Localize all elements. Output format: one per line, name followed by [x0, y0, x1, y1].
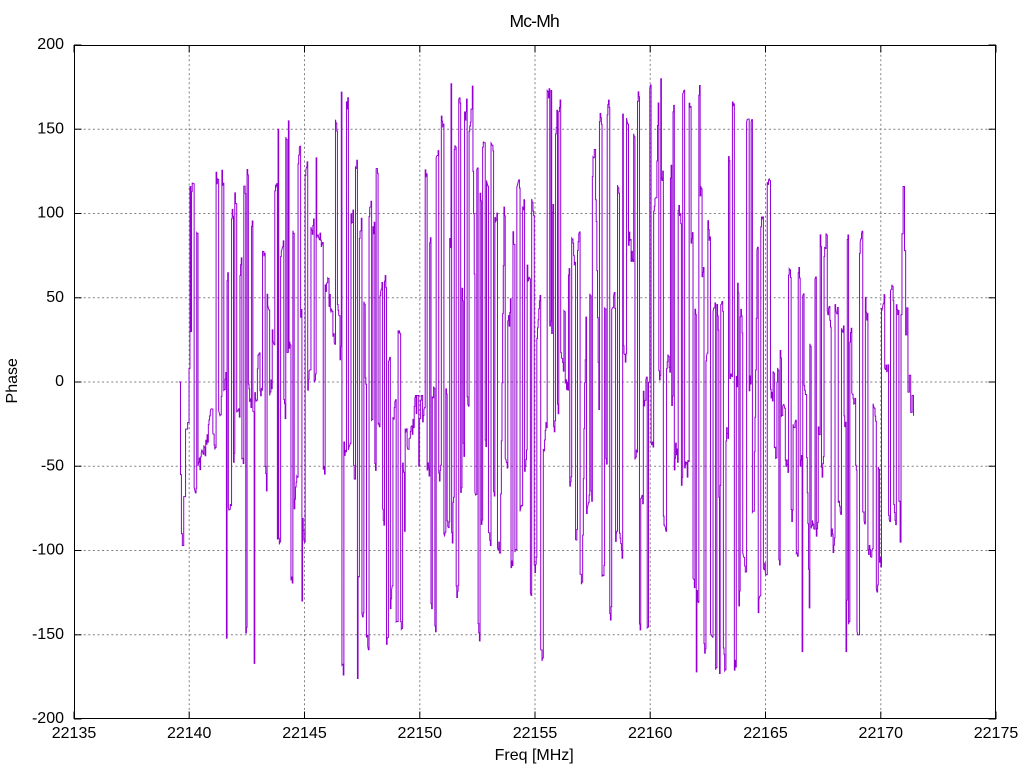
svg-text:22145: 22145: [282, 725, 327, 742]
svg-text:22160: 22160: [628, 725, 673, 742]
svg-text:Freq [MHz]: Freq [MHz]: [495, 747, 574, 764]
svg-text:-150: -150: [32, 626, 64, 643]
svg-text:22135: 22135: [52, 725, 97, 742]
svg-text:22165: 22165: [743, 725, 788, 742]
svg-text:Mc-Mh: Mc-Mh: [509, 11, 559, 31]
svg-text:22140: 22140: [167, 725, 212, 742]
svg-text:22150: 22150: [398, 725, 443, 742]
svg-text:0: 0: [55, 373, 64, 390]
svg-text:150: 150: [37, 120, 64, 137]
svg-text:50: 50: [46, 289, 64, 306]
svg-text:Phase: Phase: [4, 358, 21, 403]
svg-text:-50: -50: [41, 457, 64, 474]
svg-text:-100: -100: [32, 542, 64, 559]
svg-text:-200: -200: [32, 710, 64, 727]
svg-text:22155: 22155: [513, 725, 558, 742]
svg-text:100: 100: [37, 205, 64, 222]
svg-text:200: 200: [37, 36, 64, 53]
svg-text:22175: 22175: [974, 725, 1019, 742]
svg-text:22170: 22170: [859, 725, 904, 742]
